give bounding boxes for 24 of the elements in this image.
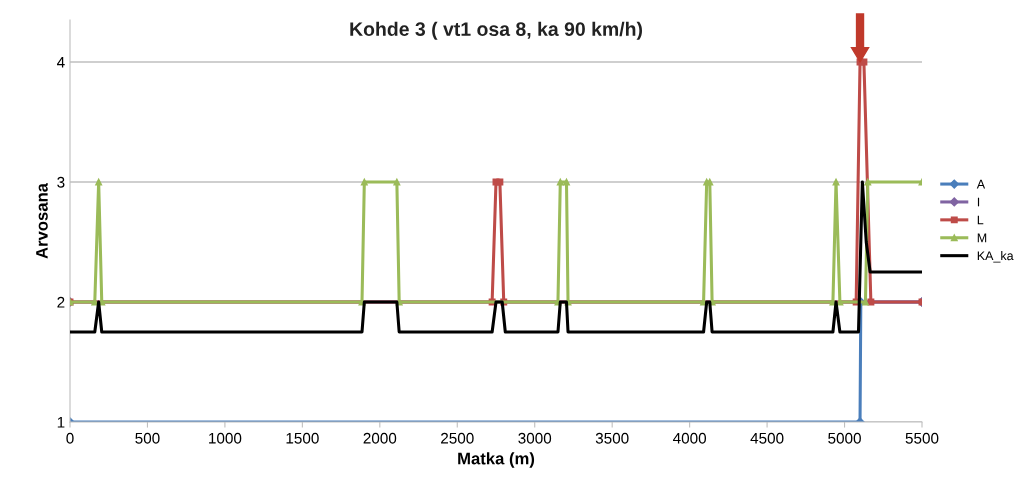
legend-label: M (977, 233, 987, 243)
x-tick-label: 0 (66, 432, 74, 444)
x-tick-label: 3500 (595, 432, 629, 444)
x-tick-label: 4000 (673, 432, 707, 444)
legend-label: I (977, 197, 980, 207)
x-tick-label: 3000 (518, 432, 552, 444)
chart-title: Kohde 3 ( vt1 osa 8, ka 90 km/h) (350, 21, 643, 40)
y-tick-label: 1 (57, 417, 65, 428)
x-tick-label: 5000 (828, 432, 861, 444)
x-tick-label: 1500 (286, 432, 319, 444)
y-tick-label: 2 (57, 296, 65, 308)
y-tick-label: 4 (56, 57, 65, 68)
legend-label: KA_ka (977, 250, 1014, 263)
x-tick-label: 5500 (905, 432, 939, 444)
x-tick-label: 500 (135, 432, 160, 444)
legend-label: A (976, 179, 986, 189)
y-axis-title: Arvosana (36, 182, 48, 259)
x-axis-title: Matka (m) (458, 452, 535, 468)
x-tick-label: 1000 (209, 432, 242, 444)
x-tick-label: 2500 (441, 432, 474, 444)
y-tick-label: 3 (57, 176, 65, 188)
x-tick-label: 2000 (363, 432, 397, 444)
x-tick-label: 4500 (750, 432, 784, 444)
legend-label: L (977, 215, 984, 225)
